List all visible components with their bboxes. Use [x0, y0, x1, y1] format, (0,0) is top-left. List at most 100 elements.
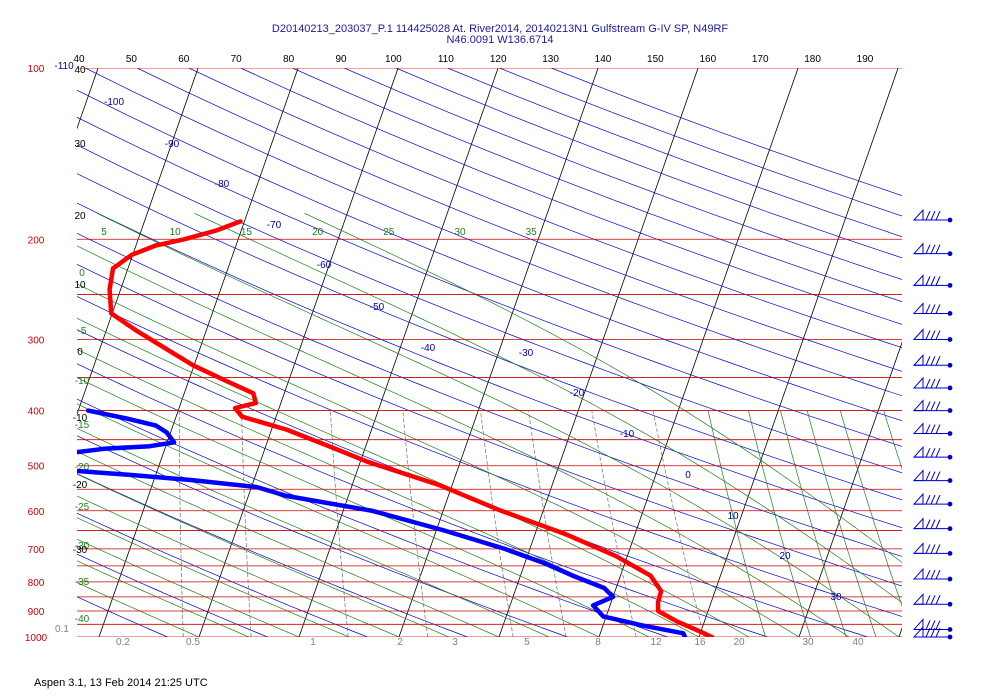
- mixing-ratio-line: [241, 410, 252, 637]
- left-black-label: 20: [74, 211, 86, 222]
- mixing-ratio-bottom-label: 16: [694, 637, 706, 648]
- top-left-label: -110: [54, 61, 74, 72]
- isotherm-label: -80: [215, 179, 230, 190]
- wind-barb-feather: [935, 494, 941, 505]
- mixing-ratio-bottom-label: 30: [802, 637, 814, 648]
- wind-barb-feather: [925, 595, 931, 605]
- pressure-tick-label: 1000: [25, 633, 48, 644]
- pressure-tick-label: 200: [28, 235, 45, 246]
- isotherm-label: 10: [727, 511, 739, 522]
- wind-barb-pennant: [912, 625, 924, 638]
- sounding-series: [46, 219, 715, 637]
- skewt-grid: [77, 68, 902, 637]
- wind-barb-feather: [925, 620, 931, 630]
- wind-barb-feather: [925, 304, 931, 314]
- wind-barb-feather: [925, 494, 931, 505]
- wind-barb-feather: [930, 276, 936, 286]
- dry-adiabat-line: [77, 232, 902, 557]
- wind-barb-feather: [925, 276, 931, 286]
- mixing-ratio-line: [806, 410, 877, 637]
- wind-barb-feather: [935, 569, 941, 580]
- wind-barb-pennant: [912, 492, 924, 505]
- mixing-ratio-label: 30: [454, 227, 466, 238]
- mixing-ratio-label: 5: [101, 227, 107, 238]
- wind-barb-feather: [930, 595, 936, 605]
- dry-adiabat-line: [77, 116, 902, 447]
- wind-barb-feather: [935, 447, 941, 458]
- wind-barb-pennant: [912, 618, 924, 630]
- wind-barb-feather: [935, 471, 941, 481]
- left-black-label: 40: [74, 65, 86, 76]
- left-green-label: -15: [75, 420, 90, 431]
- wind-barb-feather: [930, 447, 936, 458]
- wind-barb-feather: [930, 210, 936, 221]
- isotherm-label: -40: [421, 343, 436, 354]
- left-green-label: 0: [79, 268, 85, 279]
- pressure-tick-label: 800: [28, 578, 45, 589]
- left-green-label: -5: [78, 326, 87, 337]
- mixing-ratio-bottom-label: 20: [733, 637, 745, 648]
- wind-barbs: [912, 208, 953, 640]
- wind-barb-feather: [935, 424, 941, 434]
- pressure-tick-label: 300: [28, 335, 45, 346]
- moist-adiabat-line: [77, 517, 350, 637]
- wind-barb-feather: [935, 627, 941, 638]
- dry-adiabat-line: [240, 68, 902, 325]
- footer-info: Aspen 3.1, 13 Feb 2014 21:25 UTC: [34, 677, 208, 689]
- wind-barb-pennant: [912, 422, 924, 435]
- mixing-ratio-bottom-label: 0.1: [55, 624, 69, 635]
- moist-adiabat-line: [77, 403, 600, 637]
- mixing-ratio-bottom-label: 3: [452, 637, 458, 648]
- wind-barb-pennant: [912, 399, 924, 412]
- mixing-ratio-bottom-label: 5: [524, 637, 530, 648]
- top-scale-label: 120: [490, 54, 507, 65]
- wind-barb-feather: [930, 519, 936, 529]
- top-scale-label: 190: [857, 54, 874, 65]
- pressure-tick-label: 600: [28, 507, 45, 518]
- dry-adiabat-line: [77, 512, 369, 637]
- moist-adiabat-line: [77, 582, 200, 637]
- dewpoint-dot: [46, 408, 51, 413]
- dry-adiabat-line: [77, 263, 902, 587]
- left-green-label: -20: [75, 462, 90, 473]
- top-scale-label: 50: [126, 54, 138, 65]
- mixing-ratio-line: [178, 410, 184, 637]
- wind-barb-feather: [925, 356, 931, 366]
- wind-barb-feather: [925, 210, 931, 221]
- wind-barb-feather: [935, 544, 941, 554]
- wind-barb-feather: [935, 356, 941, 366]
- pressure-tick-label: 900: [28, 607, 45, 618]
- isotherm-line: [598, 68, 799, 637]
- isotherm-label: 30: [830, 592, 842, 603]
- pressure-tick-label: 500: [28, 462, 45, 473]
- mixing-ratio-bottom-label: 40: [852, 637, 864, 648]
- dry-adiabat-line: [136, 68, 902, 372]
- dry-adiabat-line: [77, 553, 269, 637]
- wind-barb-pennant: [912, 353, 924, 366]
- isotherm-line: [77, 68, 199, 416]
- wind-barb-feather: [930, 330, 936, 340]
- isotherm-line: [698, 68, 899, 637]
- wind-barb-feather: [925, 330, 931, 340]
- chart-title: D20140213_203037_P.1 114425028 At. River…: [271, 23, 729, 35]
- wind-barb-feather: [925, 569, 931, 580]
- wind-barb-feather: [925, 378, 931, 389]
- left-green-label: -10: [75, 376, 90, 387]
- mixing-ratio-label: 35: [526, 227, 538, 238]
- top-scale-label: 140: [595, 54, 612, 65]
- left-black-label: 30: [74, 139, 86, 150]
- isotherm-line: [198, 68, 399, 637]
- wind-barb-feather: [925, 244, 931, 254]
- isotherm-label: -90: [165, 139, 180, 150]
- wind-barb-feather: [935, 210, 941, 221]
- dry-adiabat-line: [551, 68, 902, 196]
- left-black-label: 10: [74, 280, 86, 291]
- pressure-tick-label: 700: [28, 545, 45, 556]
- dry-adiabat-line: [77, 363, 769, 637]
- moist-adiabat-line: [77, 283, 800, 637]
- wind-barb-feather: [925, 471, 931, 481]
- wind-barb-feather: [935, 620, 941, 630]
- mixing-ratio-line: [839, 410, 902, 608]
